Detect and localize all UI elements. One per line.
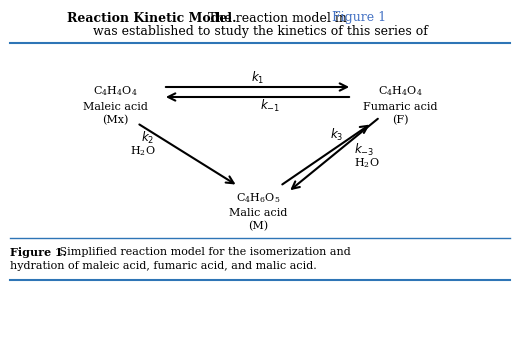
Text: (F): (F) xyxy=(392,115,408,125)
Text: (Mx): (Mx) xyxy=(102,115,128,125)
Text: $\mathregular{H_2O}$: $\mathregular{H_2O}$ xyxy=(354,156,380,170)
Text: Simplified reaction model for the isomerization and: Simplified reaction model for the isomer… xyxy=(56,247,351,257)
Text: hydration of maleic acid, fumaric acid, and malic acid.: hydration of maleic acid, fumaric acid, … xyxy=(10,261,317,271)
Text: $\mathregular{C_4H_4O_4}$: $\mathregular{C_4H_4O_4}$ xyxy=(93,84,137,98)
Text: Fumaric acid: Fumaric acid xyxy=(363,102,437,112)
Text: $\mathregular{C_4H_6O_5}$: $\mathregular{C_4H_6O_5}$ xyxy=(236,191,280,205)
Text: Figure 1.: Figure 1. xyxy=(10,246,67,258)
Text: was established to study the kinetics of this series of: was established to study the kinetics of… xyxy=(93,25,427,39)
Text: $k_3$: $k_3$ xyxy=(330,127,344,143)
Text: Figure 1: Figure 1 xyxy=(332,11,386,24)
Text: $k_{-3}$: $k_{-3}$ xyxy=(354,142,374,158)
Text: Malic acid: Malic acid xyxy=(229,208,287,218)
Text: Reaction Kinetic Model.: Reaction Kinetic Model. xyxy=(67,11,237,24)
Text: Maleic acid: Maleic acid xyxy=(83,102,148,112)
Text: $\mathregular{H_2O}$: $\mathregular{H_2O}$ xyxy=(130,144,156,158)
Text: $\mathregular{C_4H_4O_4}$: $\mathregular{C_4H_4O_4}$ xyxy=(378,84,422,98)
Text: $k_{-1}$: $k_{-1}$ xyxy=(260,98,280,114)
Text: (M): (M) xyxy=(248,221,268,231)
Text: The reaction model in: The reaction model in xyxy=(204,11,351,24)
Text: $k_1$: $k_1$ xyxy=(251,70,265,86)
Text: $k_2$: $k_2$ xyxy=(141,130,154,146)
